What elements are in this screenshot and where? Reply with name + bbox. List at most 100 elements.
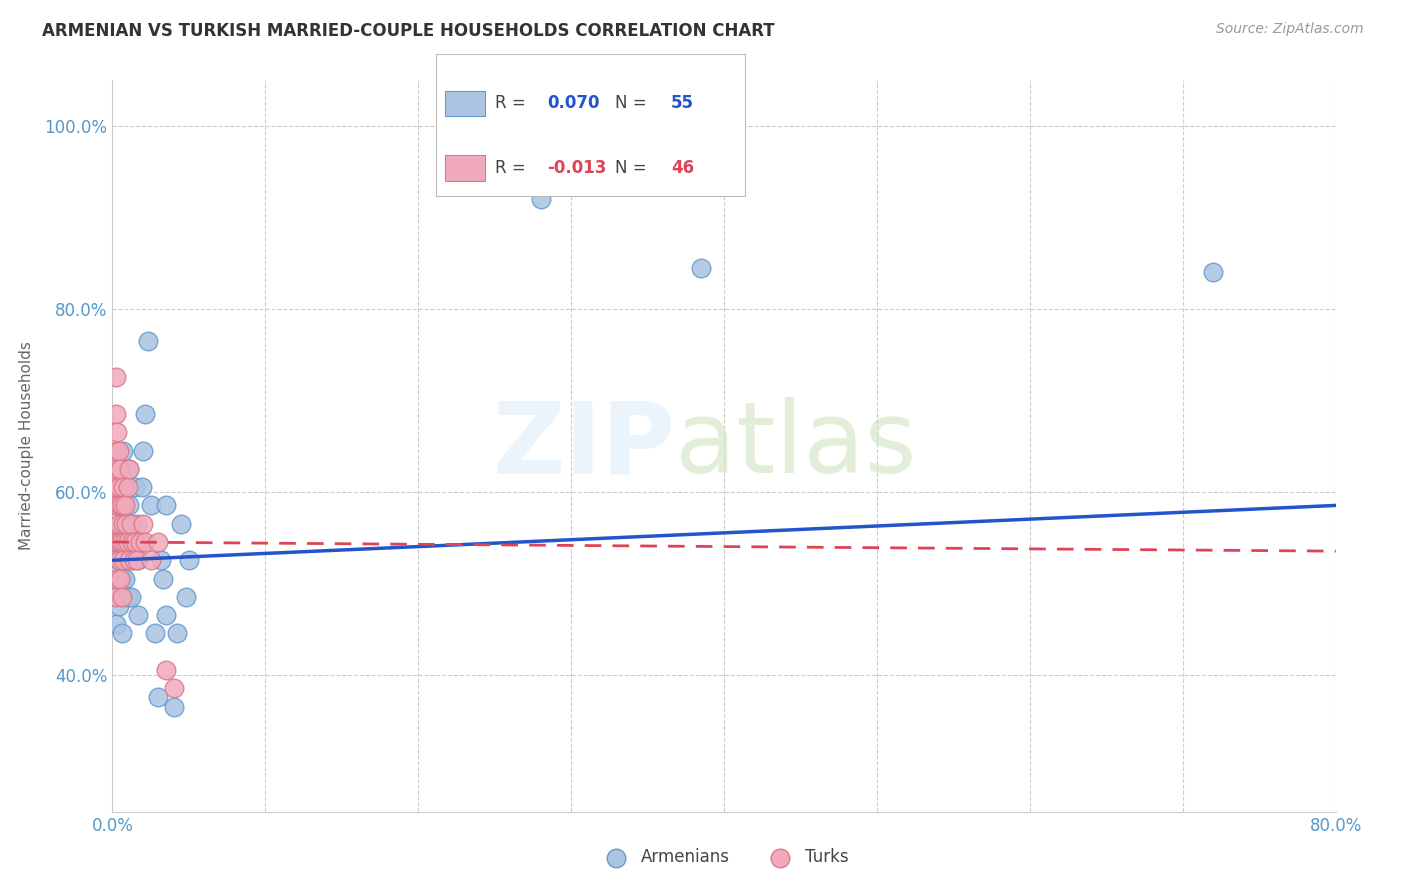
Text: Source: ZipAtlas.com: Source: ZipAtlas.com bbox=[1216, 22, 1364, 37]
Point bbox=[114, 572, 136, 586]
Point bbox=[111, 572, 134, 586]
Point bbox=[690, 260, 713, 275]
Point bbox=[107, 599, 129, 613]
Text: R =: R = bbox=[495, 95, 530, 112]
Point bbox=[166, 626, 188, 640]
Point bbox=[118, 499, 141, 513]
Point bbox=[105, 425, 128, 440]
Text: 55: 55 bbox=[671, 95, 695, 112]
Point bbox=[108, 499, 131, 513]
Point bbox=[105, 581, 128, 595]
Point bbox=[117, 516, 139, 531]
Point bbox=[107, 553, 129, 567]
Text: 0.070: 0.070 bbox=[547, 95, 600, 112]
Point bbox=[112, 516, 135, 531]
Point bbox=[122, 553, 145, 567]
Point bbox=[530, 192, 553, 206]
Point bbox=[115, 516, 138, 531]
Point bbox=[103, 499, 125, 513]
Point bbox=[111, 590, 134, 604]
Point bbox=[132, 443, 155, 458]
Point bbox=[112, 443, 135, 458]
Point bbox=[105, 499, 128, 513]
Point bbox=[163, 699, 186, 714]
Text: atlas: atlas bbox=[675, 398, 917, 494]
Point bbox=[125, 553, 148, 567]
Point bbox=[118, 553, 141, 567]
Point bbox=[107, 553, 129, 567]
Point bbox=[104, 443, 127, 458]
Point bbox=[127, 608, 149, 623]
Point bbox=[107, 480, 129, 494]
Point bbox=[121, 516, 143, 531]
Point bbox=[139, 499, 162, 513]
Point bbox=[120, 590, 142, 604]
Point bbox=[112, 553, 135, 567]
Point bbox=[111, 499, 134, 513]
Point bbox=[104, 370, 127, 384]
Text: ZIP: ZIP bbox=[492, 398, 675, 494]
Point bbox=[108, 535, 131, 549]
Point bbox=[112, 480, 135, 494]
Point bbox=[104, 480, 127, 494]
Point bbox=[174, 590, 197, 604]
Point bbox=[148, 535, 170, 549]
Point bbox=[105, 462, 128, 476]
Point bbox=[107, 516, 129, 531]
Point bbox=[121, 553, 143, 567]
Point bbox=[115, 553, 138, 567]
Point bbox=[118, 462, 141, 476]
Point bbox=[111, 535, 134, 549]
Point bbox=[118, 462, 141, 476]
Point bbox=[104, 590, 127, 604]
Point bbox=[127, 553, 149, 567]
Point bbox=[121, 535, 143, 549]
Point bbox=[107, 443, 129, 458]
Point bbox=[112, 553, 135, 567]
Point bbox=[105, 572, 128, 586]
Point bbox=[120, 516, 142, 531]
Point bbox=[114, 525, 136, 540]
Point bbox=[107, 516, 129, 531]
Text: ARMENIAN VS TURKISH MARRIED-COUPLE HOUSEHOLDS CORRELATION CHART: ARMENIAN VS TURKISH MARRIED-COUPLE HOUSE… bbox=[42, 22, 775, 40]
Point bbox=[129, 535, 152, 549]
Point bbox=[108, 462, 131, 476]
Point bbox=[112, 516, 135, 531]
Point bbox=[117, 480, 139, 494]
Point bbox=[108, 535, 131, 549]
Point bbox=[170, 516, 193, 531]
Point bbox=[131, 480, 153, 494]
Point bbox=[163, 681, 186, 696]
Point bbox=[139, 553, 162, 567]
Point bbox=[104, 535, 127, 549]
Point bbox=[125, 516, 148, 531]
Point bbox=[1202, 265, 1225, 279]
Point bbox=[177, 553, 200, 567]
Point bbox=[104, 617, 127, 632]
Point bbox=[103, 535, 125, 549]
Point bbox=[117, 553, 139, 567]
Point bbox=[105, 535, 128, 549]
Point bbox=[111, 626, 134, 640]
Point bbox=[136, 334, 159, 348]
Point bbox=[117, 590, 139, 604]
Point bbox=[105, 544, 128, 558]
Point bbox=[105, 562, 128, 576]
Point bbox=[152, 572, 174, 586]
Text: R =: R = bbox=[495, 159, 530, 177]
Point bbox=[117, 535, 139, 549]
Point bbox=[134, 535, 156, 549]
Point bbox=[150, 553, 173, 567]
Point bbox=[104, 407, 127, 421]
Bar bbox=[446, 91, 485, 116]
Text: N =: N = bbox=[616, 95, 652, 112]
Text: 46: 46 bbox=[671, 159, 695, 177]
Point bbox=[124, 480, 146, 494]
Text: N =: N = bbox=[616, 159, 652, 177]
Text: -0.013: -0.013 bbox=[547, 159, 606, 177]
Point bbox=[129, 535, 152, 549]
Bar bbox=[446, 155, 485, 180]
Point bbox=[114, 535, 136, 549]
Y-axis label: Married-couple Households: Married-couple Households bbox=[18, 342, 34, 550]
Point bbox=[155, 663, 177, 677]
